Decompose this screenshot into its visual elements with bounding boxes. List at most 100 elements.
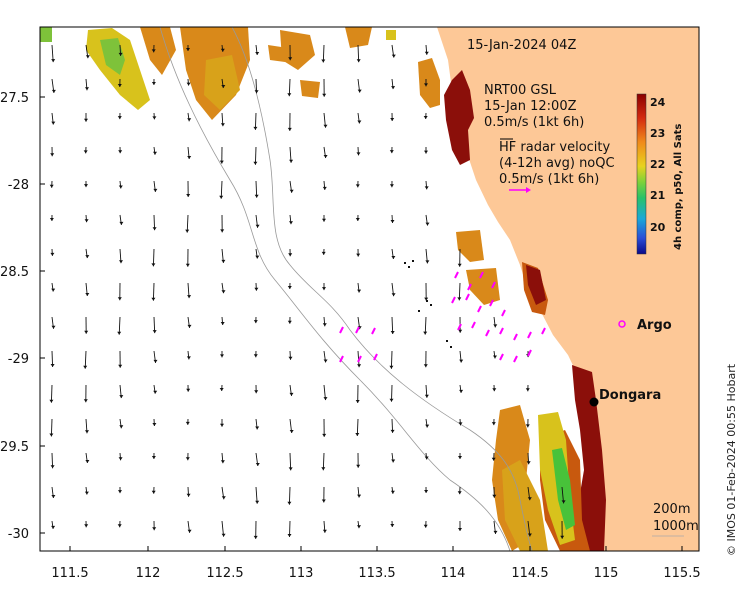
hf-vector — [471, 321, 476, 329]
current-arrowhead — [288, 356, 293, 360]
y-tick-label: -30 — [8, 527, 29, 542]
current-arrowhead — [51, 89, 56, 93]
current-arrowhead — [83, 399, 88, 403]
current-arrowhead — [289, 392, 294, 396]
current-arrowhead — [526, 461, 531, 465]
current-arrowhead — [492, 494, 497, 498]
current-arrowhead — [355, 184, 360, 188]
current-arrowhead — [187, 324, 192, 328]
current-arrowhead — [186, 493, 191, 497]
colorbar-title: 4h comp, p50, All Sats — [673, 124, 684, 250]
current-arrowhead — [119, 260, 123, 264]
current-arrowhead — [84, 524, 89, 528]
current-arrowhead — [221, 259, 226, 263]
x-tick-label: 111.5 — [51, 566, 88, 581]
current-arrowhead — [117, 84, 122, 87]
current-arrowhead — [254, 390, 259, 394]
current-arrowhead — [118, 364, 123, 368]
current-arrowhead — [527, 533, 532, 537]
current-arrowhead — [151, 490, 156, 494]
hf-vector — [373, 353, 378, 361]
hf-scale: 0.5m/s (1kt 6h) — [499, 172, 599, 187]
current-arrowhead — [389, 365, 394, 369]
current-arrowhead — [389, 150, 394, 154]
hf-vector — [485, 329, 490, 337]
current-arrowhead — [391, 54, 396, 58]
current-arrowhead — [85, 293, 90, 296]
isobath-200-label: 200m — [653, 502, 690, 517]
current-arrowhead — [457, 297, 462, 301]
current-arrowhead — [152, 330, 157, 334]
current-arrowhead — [151, 297, 156, 301]
current-arrowhead — [153, 359, 158, 363]
y-tick-label: -29.5 — [0, 440, 29, 455]
current-arrowhead — [118, 490, 122, 494]
current-arrowhead — [424, 394, 429, 398]
current-arrowhead — [389, 184, 394, 188]
current-arrowhead — [51, 59, 56, 63]
current-arrowhead — [355, 400, 360, 403]
current-arrowhead — [221, 496, 226, 500]
colorbar-tick-label: 24 — [650, 96, 666, 109]
current-arrowhead — [117, 116, 122, 120]
current-arrowhead — [153, 390, 158, 394]
current-arrowhead — [424, 83, 428, 87]
current-arrowhead — [84, 118, 88, 122]
current-arrowhead — [255, 500, 260, 504]
colorbar-tick-label: 21 — [650, 189, 665, 202]
current-arrowhead — [391, 459, 396, 463]
current-arrowhead — [425, 260, 430, 264]
current-arrowhead — [49, 218, 54, 221]
current-arrowhead — [424, 456, 429, 460]
current-arrowhead — [51, 325, 56, 329]
current-arrowhead — [84, 184, 88, 188]
current-arrowhead — [561, 500, 566, 504]
current-arrowhead — [253, 126, 258, 130]
current-arrowhead — [390, 331, 395, 334]
current-arrowhead — [220, 460, 225, 464]
current-arrowhead — [185, 229, 190, 233]
hf-radar-vectors — [339, 271, 546, 363]
current-arrowhead — [119, 395, 124, 399]
current-vectors — [49, 44, 566, 539]
current-arrowhead — [254, 90, 259, 94]
current-arrowhead — [187, 118, 192, 122]
current-arrowhead — [118, 457, 123, 461]
current-arrowhead — [389, 398, 394, 402]
current-arrowhead — [151, 456, 156, 459]
hf-vector — [513, 355, 518, 363]
hf-scale-arrow — [509, 187, 531, 193]
current-arrowhead — [83, 365, 88, 369]
current-arrowhead — [288, 253, 293, 257]
y-tick-label: -27.5 — [0, 91, 29, 106]
current-arrowhead — [425, 424, 430, 428]
hf-vector — [477, 305, 482, 313]
current-arrowhead — [151, 82, 156, 85]
current-arrowhead — [255, 426, 260, 430]
colorbar-tick-label: 23 — [650, 127, 665, 140]
current-arrowhead — [186, 48, 190, 51]
y-tick-label: -28.5 — [0, 265, 29, 280]
current-arrowhead — [459, 359, 464, 363]
isobath-1000-label: 1000m — [653, 519, 699, 534]
current-arrowhead — [355, 433, 360, 436]
current-arrowhead — [424, 490, 429, 493]
credit-label: © IMOS 01-Feb-2024 00:55 Hobart — [725, 363, 738, 556]
current-arrowhead — [321, 467, 326, 471]
current-arrowhead — [221, 533, 226, 537]
current-arrowhead — [391, 256, 396, 259]
x-tick-label: 114 — [441, 566, 466, 581]
current-arrowhead — [322, 529, 327, 533]
current-arrowhead — [321, 499, 326, 503]
current-arrowhead — [321, 251, 326, 255]
land-area — [437, 27, 699, 551]
current-arrowhead — [49, 184, 54, 188]
x-tick-label: 115 — [594, 566, 619, 581]
current-arrowhead — [49, 399, 54, 403]
hf-avg: (4-12h avg) noQC — [499, 156, 615, 171]
hf-vector — [513, 333, 518, 341]
current-arrowhead — [219, 195, 224, 199]
current-arrowhead — [424, 186, 429, 190]
current-arrowhead — [491, 422, 496, 426]
current-arrowhead — [458, 528, 462, 531]
